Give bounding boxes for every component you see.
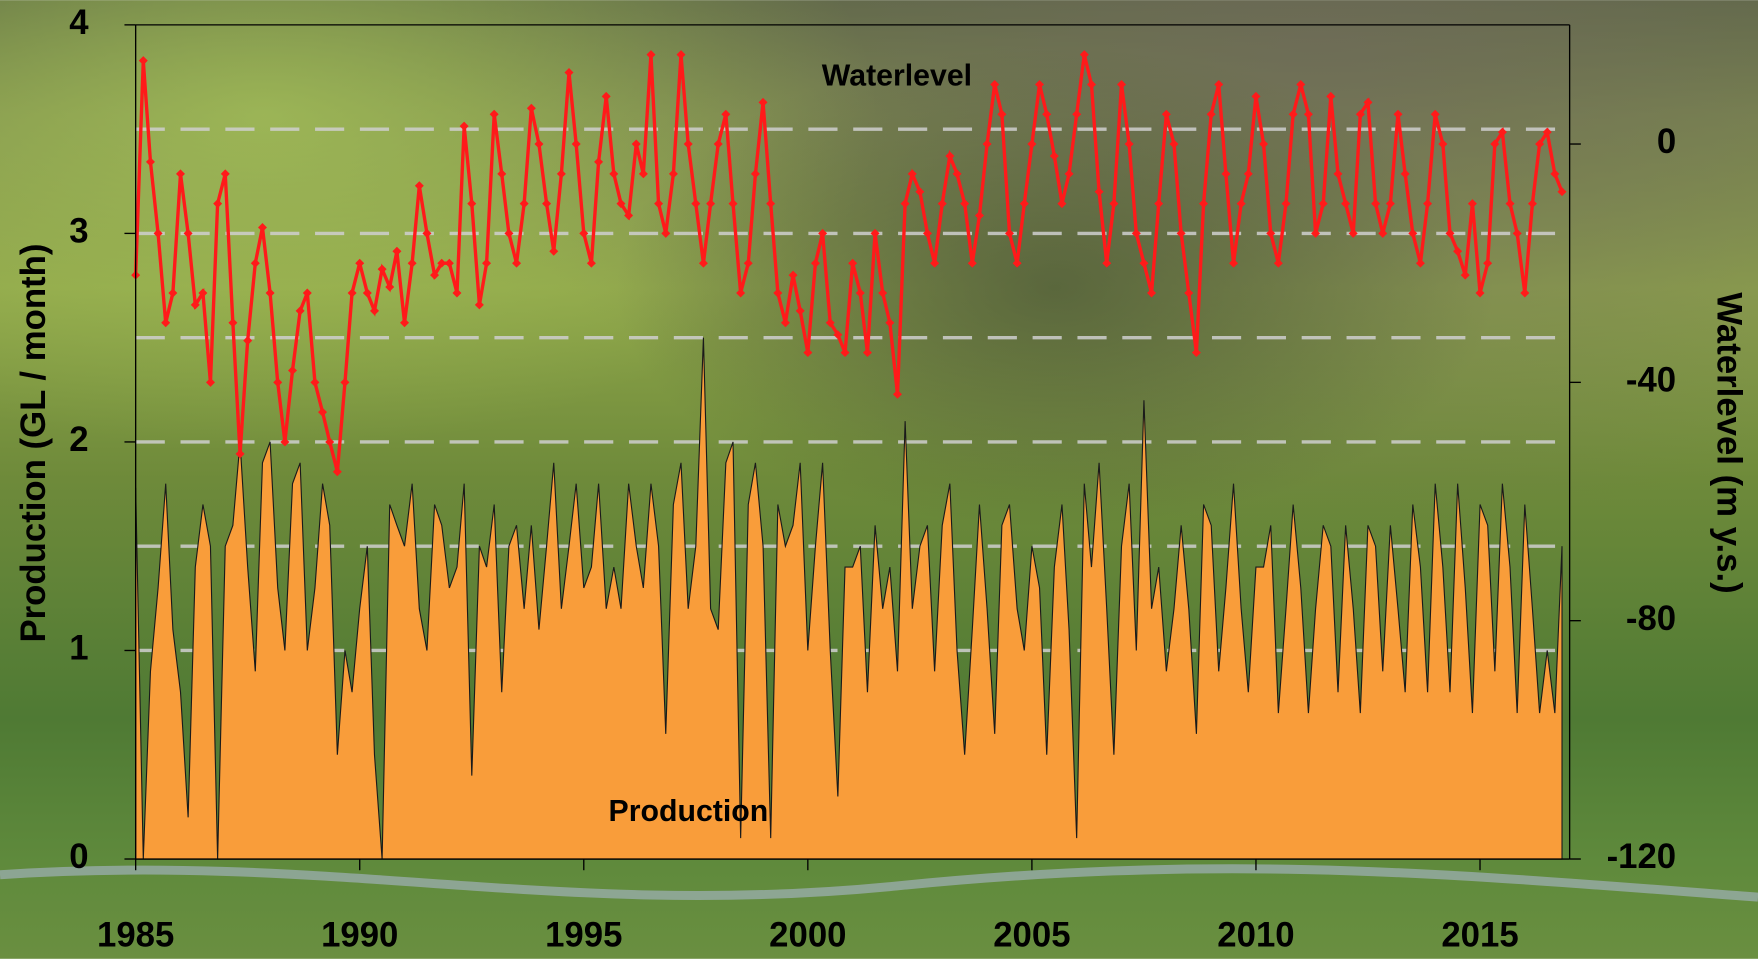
annotation: Waterlevel — [822, 60, 972, 93]
y-tick-label: 0 — [69, 838, 88, 876]
page: 0 1 2 3 4 0 -40 -80 -120 1985 1990 1995 2000 2005 2010… — [0, 0, 1758, 959]
x-tick-label: 2000 — [769, 917, 846, 955]
x-tick-label: 2005 — [993, 917, 1070, 955]
x-tick-label: 1995 — [545, 917, 622, 955]
annotation: Production — [609, 795, 769, 828]
y2-tick-label: 0 — [1657, 123, 1676, 161]
x-tick-label: 1990 — [321, 917, 398, 955]
y2-axis-label: Waterlevel (m y.s.) — [1709, 292, 1747, 593]
y-tick-label: 2 — [69, 421, 88, 459]
y2-tick-label: -120 — [1607, 838, 1677, 876]
x-tick-label: 2010 — [1217, 917, 1294, 955]
y2-tick-label: -40 — [1626, 362, 1676, 400]
y-axis-label: Production (GL / month) — [15, 244, 53, 643]
chart: 0 1 2 3 4 0 -40 -80 -120 1985 1990 1995 2000 2005 2010… — [0, 0, 1758, 959]
x-tick-label: 1985 — [97, 917, 174, 955]
y2-tick-label: -80 — [1626, 600, 1676, 638]
y-tick-label: 1 — [69, 630, 88, 668]
x-tick-label: 2015 — [1441, 917, 1518, 955]
y-tick-label: 3 — [69, 213, 88, 251]
y-tick-label: 4 — [69, 4, 89, 42]
